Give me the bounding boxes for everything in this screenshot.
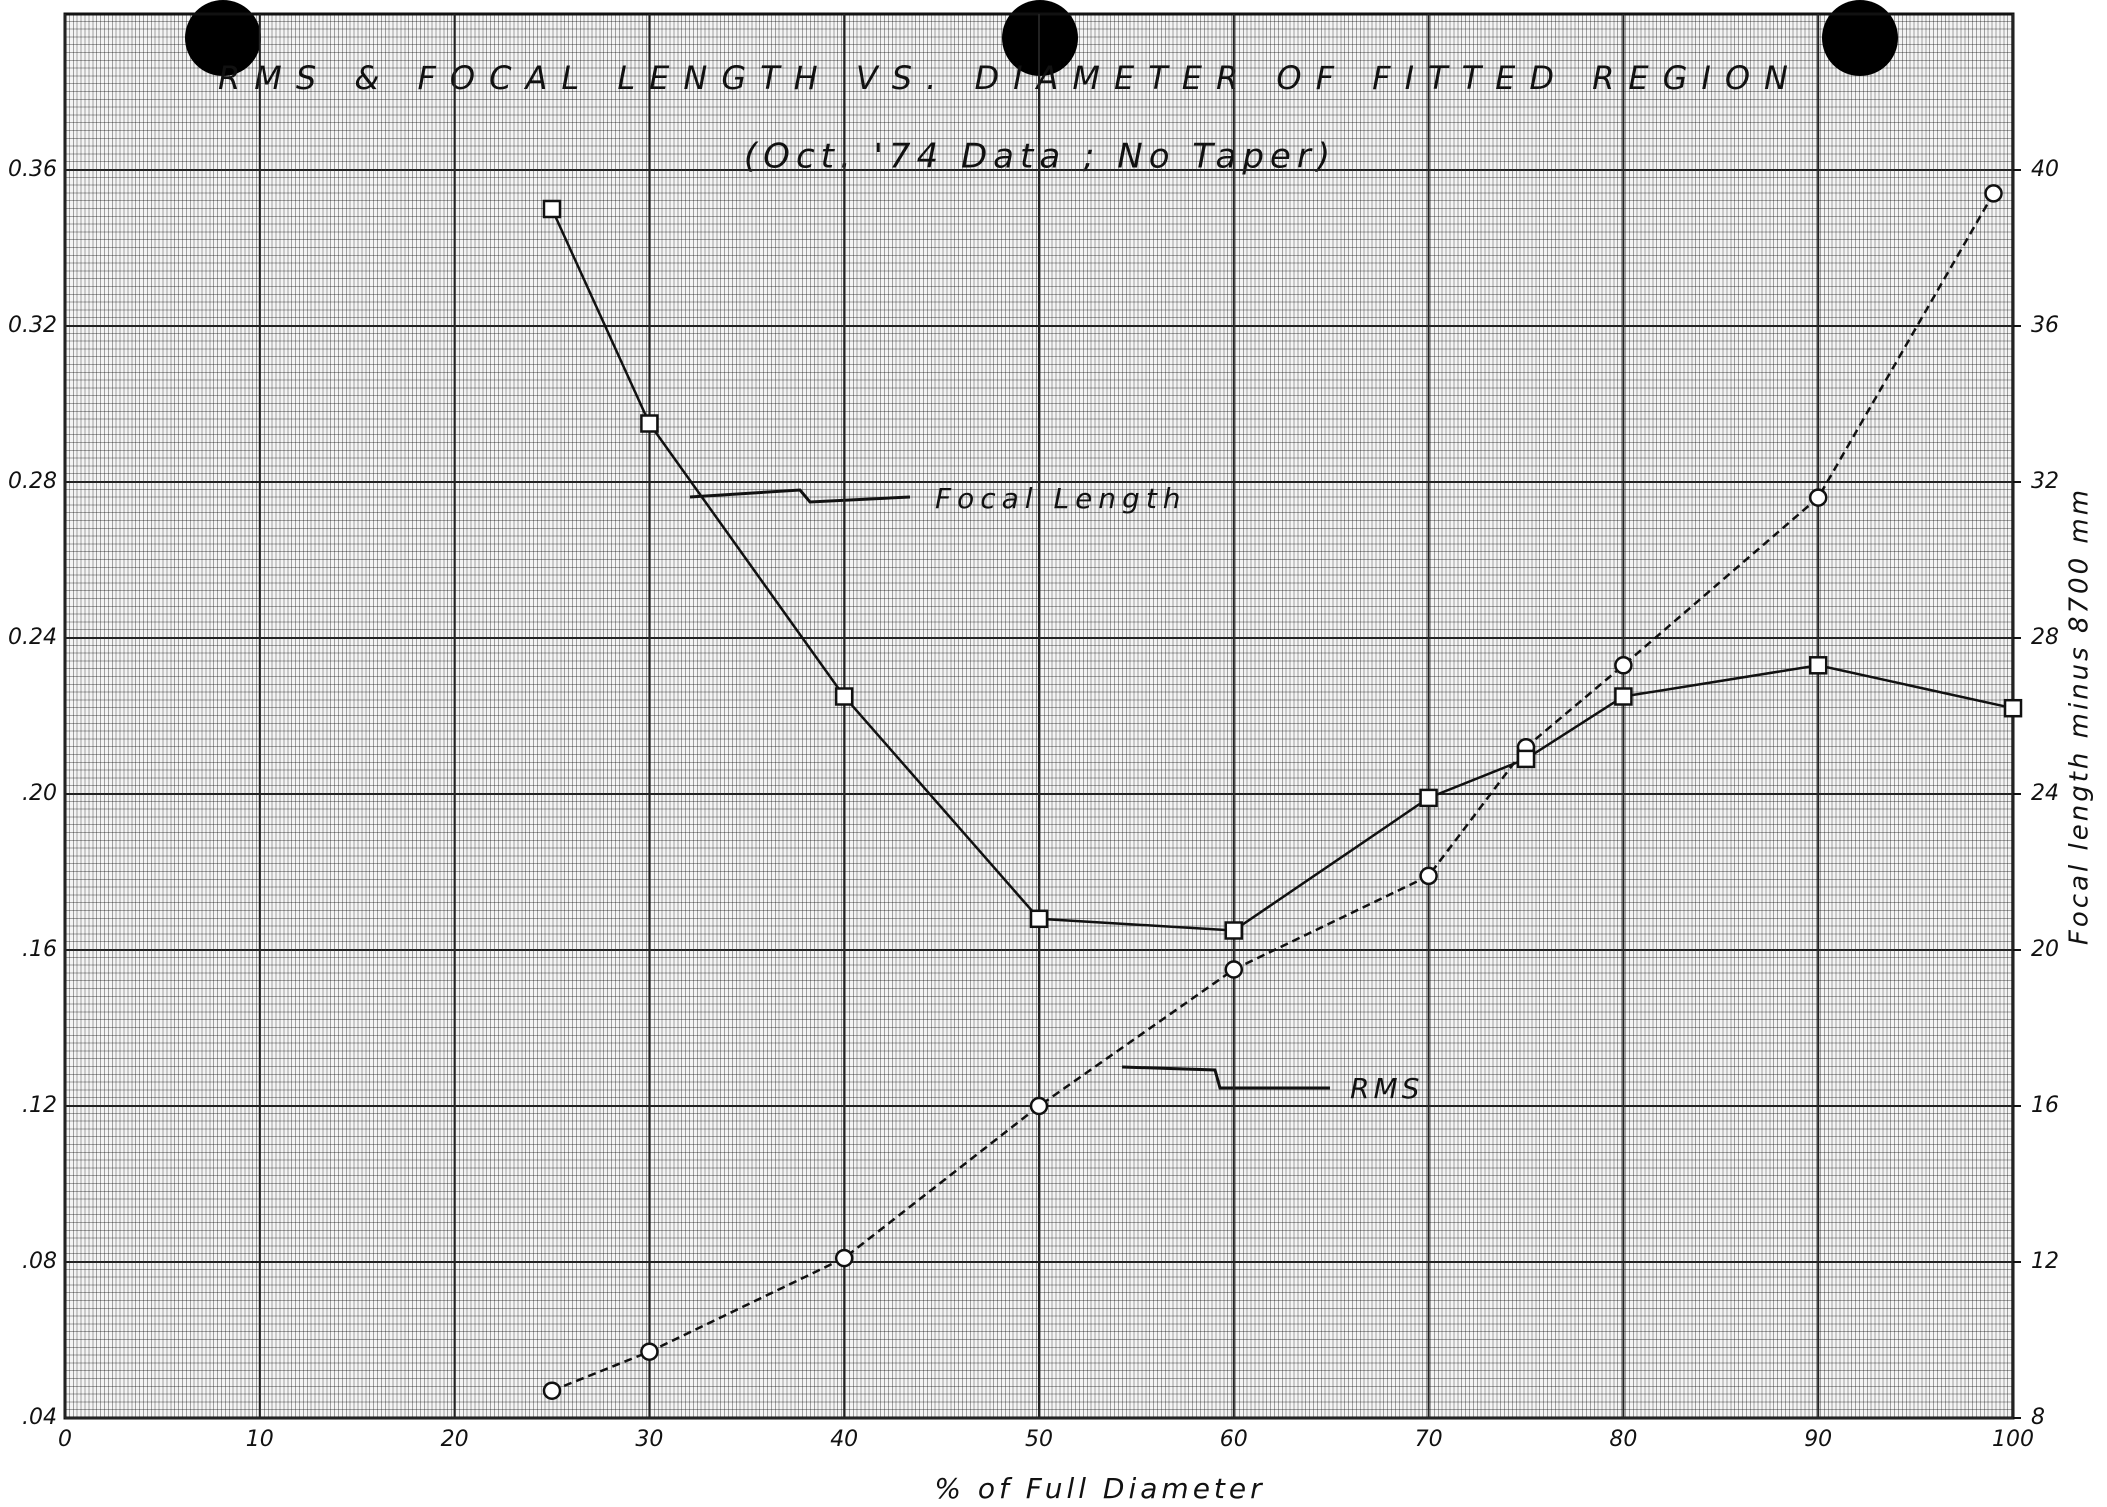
marker xyxy=(1419,788,1438,808)
x-tick-label: 70 xyxy=(1415,1427,1443,1452)
y2-tick-label: 20 xyxy=(2031,937,2059,962)
punch-hole xyxy=(185,0,261,76)
punch-hole xyxy=(1822,0,1898,76)
y2-tick-label: 28 xyxy=(2031,625,2059,650)
x-axis-label: % of Full Diameter xyxy=(934,1472,1265,1505)
marker xyxy=(2003,698,2023,718)
y2-axis-label: Focal length minus 8700 mm xyxy=(2065,487,2095,945)
annotation: RMS xyxy=(1350,1072,1423,1105)
x-tick-label: 50 xyxy=(1025,1427,1053,1452)
x-tick-label: 10 xyxy=(246,1427,274,1452)
y2-tick-label: 40 xyxy=(2031,157,2059,182)
marker xyxy=(542,1381,562,1400)
marker xyxy=(1419,866,1438,886)
y-tick-label: .12 xyxy=(22,1093,57,1118)
annotation-arrow xyxy=(689,488,911,504)
x-tick-label: 60 xyxy=(1220,1427,1248,1452)
x-tick-label: 20 xyxy=(441,1427,469,1452)
marker xyxy=(1029,1096,1049,1116)
marker xyxy=(834,687,854,706)
x-tick-label: 80 xyxy=(1609,1427,1637,1452)
y-tick-label: .20 xyxy=(22,781,57,806)
marker xyxy=(1224,921,1244,940)
marker xyxy=(1808,488,1828,507)
y-tick-label: .16 xyxy=(22,937,57,962)
y2-tick-label: 36 xyxy=(2031,313,2059,338)
chart-title: RMS & FOCAL LENGTH VS. DIAMETER OF FITTE… xyxy=(218,59,1802,97)
marker xyxy=(542,199,562,219)
y-tick-label: 0.28 xyxy=(8,469,57,494)
x-tick-label: 90 xyxy=(1804,1427,1832,1452)
x-tick-label: 100 xyxy=(1992,1427,2034,1452)
y2-tick-label: 16 xyxy=(2031,1093,2059,1118)
y-tick-label: 0.36 xyxy=(8,157,57,182)
y2-tick-label: 8 xyxy=(2031,1405,2045,1430)
y-tick-label: .04 xyxy=(22,1405,57,1430)
marker xyxy=(1614,656,1633,675)
y2-tick-label: 24 xyxy=(2031,781,2059,806)
y2-tick-label: 12 xyxy=(2031,1249,2059,1274)
marker xyxy=(1984,184,2003,203)
y2-tick-label: 32 xyxy=(2031,469,2059,494)
x-tick-label: 0 xyxy=(58,1427,72,1452)
marker xyxy=(640,1342,659,1361)
marker xyxy=(834,1248,854,1268)
x-tick-label: 40 xyxy=(830,1427,858,1452)
x-tick-label: 30 xyxy=(635,1427,663,1452)
marker xyxy=(1614,687,1633,706)
marker xyxy=(1808,656,1828,675)
annotation: Focal Length xyxy=(935,482,1187,515)
marker xyxy=(1224,960,1244,979)
marker xyxy=(1516,749,1536,769)
y-tick-label: 0.32 xyxy=(8,313,57,338)
y-tick-label: .08 xyxy=(22,1249,57,1274)
y-tick-label: 0.24 xyxy=(8,625,57,650)
series-line xyxy=(551,192,1995,1392)
series-line xyxy=(550,208,2014,932)
marker xyxy=(1029,909,1049,929)
marker xyxy=(640,414,659,433)
annotation-arrow xyxy=(1121,1065,1330,1090)
